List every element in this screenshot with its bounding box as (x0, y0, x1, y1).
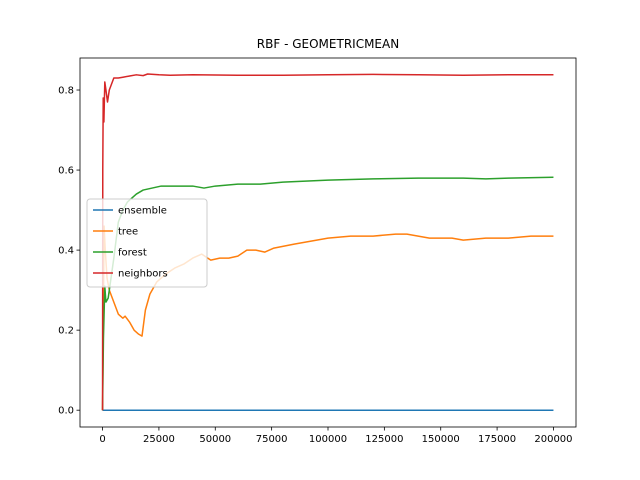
x-tick-label: 75000 (256, 434, 288, 445)
x-tick-label: 25000 (143, 434, 175, 445)
legend-label-neighbors: neighbors (118, 269, 168, 280)
y-tick-label: 0.6 (58, 166, 74, 177)
x-tick-label: 150000 (422, 434, 460, 445)
x-tick-label: 50000 (199, 434, 231, 445)
series-line-tree (101, 225, 554, 411)
legend-box (86, 198, 208, 288)
y-tick-label: 0.0 (58, 406, 74, 417)
x-tick-label: 200000 (534, 434, 572, 445)
x-tick-label: 125000 (365, 434, 403, 445)
legend-label-forest: forest (118, 248, 147, 259)
x-tick-label: 100000 (309, 434, 347, 445)
legend-label-tree: tree (118, 227, 138, 238)
legend-label-ensemble: ensemble (118, 206, 167, 217)
y-tick-label: 0.2 (58, 326, 74, 337)
x-tick-label: 0 (99, 434, 105, 445)
y-tick-label: 0.8 (58, 86, 74, 97)
chart-title: RBF - GEOMETRICMEAN (257, 37, 399, 51)
series-line-neighbors (101, 73, 554, 411)
legend: ensemble tree forest neighbors (86, 198, 208, 288)
y-tick-label: 0.4 (58, 246, 74, 257)
x-tick-label: 175000 (478, 434, 516, 445)
